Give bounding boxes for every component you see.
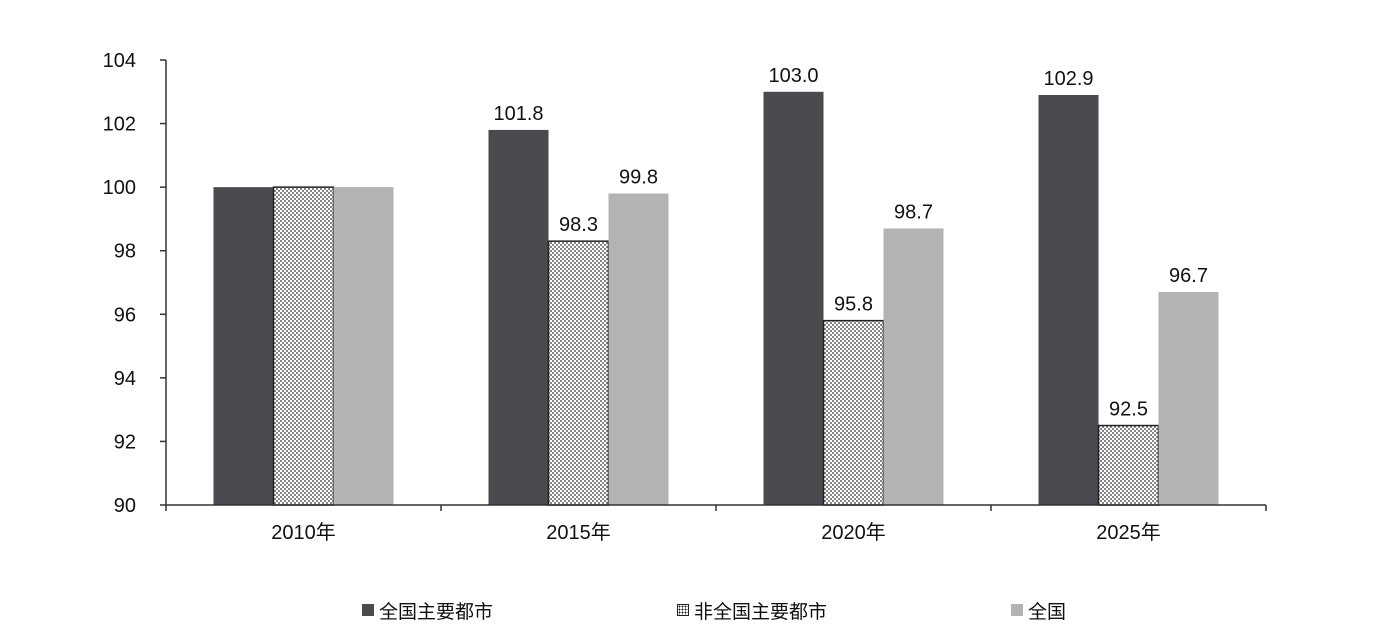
legend-swatch-solid-gray (1011, 604, 1023, 616)
bar-non-major-cities-1 (547, 240, 610, 506)
data-label-non-major-cities-2: 95.8 (834, 294, 873, 316)
y-tick-label-4: 98 (114, 241, 136, 263)
legend-label-non-major-cities: 非全国主要都市 (694, 600, 828, 623)
x-tick-label-2: 2020年 (821, 521, 886, 544)
legend-swatch-dotted (677, 604, 689, 616)
bar-national-3 (1158, 292, 1219, 505)
legend-label-major-cities: 全国主要都市 (379, 600, 494, 623)
y-tick-label-0: 90 (114, 495, 136, 517)
data-label-national-1: 99.8 (619, 167, 658, 189)
bars-layer (213, 91, 1219, 506)
bar-national-2 (883, 228, 944, 505)
data-label-major-cities-3: 102.9 (1043, 68, 1093, 90)
y-tick-label-5: 100 (103, 177, 136, 199)
bar-major-cities-2 (763, 91, 824, 506)
data-label-non-major-cities-1: 98.3 (559, 214, 598, 236)
data-label-national-2: 98.7 (894, 201, 933, 223)
bar-non-major-cities-2 (822, 319, 885, 506)
legend: 全国主要都市 非全国主要都市 全国 (0, 596, 1395, 626)
labels-layer: 2010年 101.8 98.3 99.8 2015年 103.0 95.8 98.7 2020… (103, 50, 1208, 544)
bar-chart: 2010年 101.8 98.3 99.8 2015年 103.0 95.8 98.7 2020… (103, 50, 1267, 544)
bar-national-0 (333, 187, 394, 505)
data-label-major-cities-1: 101.8 (493, 103, 543, 125)
x-tick-label-3: 2025年 (1096, 521, 1161, 544)
y-tick-label-7: 104 (103, 50, 136, 72)
legend-item-national: 全国 (1011, 596, 1066, 624)
data-label-non-major-cities-3: 92.5 (1109, 399, 1148, 421)
legend-item-non-major-cities: 非全国主要都市 (677, 596, 827, 624)
bar-non-major-cities-3 (1097, 424, 1160, 506)
bar-non-major-cities-0 (272, 186, 335, 506)
data-label-major-cities-2: 103.0 (768, 65, 818, 87)
y-tick-label-6: 102 (103, 114, 136, 136)
bar-major-cities-1 (488, 129, 549, 505)
axes-layer (160, 59, 1267, 511)
data-label-national-3: 96.7 (1169, 265, 1208, 287)
bar-national-1 (608, 193, 669, 505)
bar-major-cities-0 (213, 187, 274, 505)
x-tick-label-1: 2015年 (546, 521, 611, 544)
legend-label-national: 全国 (1028, 600, 1067, 623)
legend-swatch-solid-dark (362, 604, 374, 616)
bar-major-cities-3 (1038, 94, 1099, 505)
y-tick-label-3: 96 (114, 304, 136, 326)
y-tick-label-2: 94 (114, 368, 136, 390)
y-tick-label-1: 92 (114, 431, 136, 453)
legend-item-major-cities: 全国主要都市 (362, 596, 493, 624)
x-tick-label-0: 2010年 (271, 521, 336, 544)
